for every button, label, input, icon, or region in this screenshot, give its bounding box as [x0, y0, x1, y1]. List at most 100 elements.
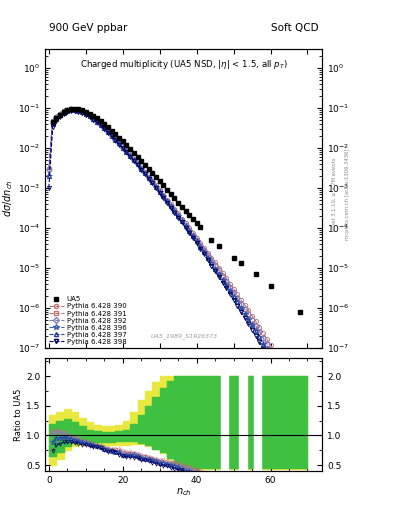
Line: Pythia 6.428 391: Pythia 6.428 391	[47, 108, 310, 419]
Pythia 6.428 390	[124, 147, 129, 154]
UA5	[109, 127, 114, 134]
Pythia 6.428 396	[54, 116, 59, 122]
Pythia 6.428 396	[305, 417, 310, 423]
Line: Pythia 6.428 392: Pythia 6.428 392	[47, 108, 310, 419]
Pythia 6.428 391	[294, 393, 299, 399]
Pythia 6.428 391	[206, 252, 210, 258]
UA5	[58, 112, 62, 118]
Pythia 6.428 392	[69, 106, 73, 113]
Pythia 6.428 397	[294, 396, 299, 402]
Pythia 6.428 390	[294, 386, 299, 392]
Pythia 6.428 391	[246, 311, 251, 317]
UA5	[198, 224, 203, 230]
UA5	[128, 146, 132, 152]
Pythia 6.428 398	[305, 425, 310, 431]
Pythia 6.428 390	[246, 307, 251, 313]
Legend: UA5, Pythia 6.428 390, Pythia 6.428 391, Pythia 6.428 392, Pythia 6.428 396, Pyt: UA5, Pythia 6.428 390, Pythia 6.428 391,…	[47, 295, 128, 346]
UA5	[165, 187, 169, 193]
UA5	[50, 119, 55, 125]
Pythia 6.428 397	[206, 255, 210, 261]
Pythia 6.428 397	[54, 116, 59, 122]
UA5	[183, 208, 188, 214]
Bar	[221, 358, 228, 471]
Pythia 6.428 396	[46, 173, 51, 179]
UA5	[98, 118, 103, 124]
Text: UA5_1989_S1926373: UA5_1989_S1926373	[150, 333, 217, 339]
Pythia 6.428 391	[54, 114, 59, 120]
UA5	[154, 174, 158, 180]
UA5	[61, 109, 66, 115]
Pythia 6.428 390	[305, 407, 310, 413]
UA5	[239, 261, 243, 267]
Pythia 6.428 396	[206, 255, 210, 261]
Line: Pythia 6.428 397: Pythia 6.428 397	[47, 108, 310, 422]
Pythia 6.428 398	[176, 215, 180, 221]
Pythia 6.428 398	[72, 108, 77, 114]
Text: Soft QCD: Soft QCD	[271, 23, 318, 33]
Pythia 6.428 392	[54, 114, 59, 120]
Pythia 6.428 396	[69, 107, 73, 113]
Pythia 6.428 390	[46, 166, 51, 172]
Pythia 6.428 398	[294, 404, 299, 411]
Line: Pythia 6.428 398: Pythia 6.428 398	[47, 109, 310, 431]
UA5	[157, 178, 162, 184]
Pythia 6.428 391	[305, 414, 310, 420]
UA5	[91, 113, 95, 119]
UA5	[172, 195, 177, 201]
Pythia 6.428 397	[305, 417, 310, 423]
Pythia 6.428 392	[176, 212, 180, 218]
UA5	[102, 121, 107, 127]
UA5	[87, 111, 92, 117]
UA5	[72, 105, 77, 112]
Line: Pythia 6.428 390: Pythia 6.428 390	[47, 107, 310, 412]
UA5	[124, 142, 129, 148]
Bar	[254, 358, 261, 471]
UA5	[298, 309, 303, 315]
UA5	[150, 169, 155, 176]
Pythia 6.428 392	[124, 148, 129, 154]
Bar	[239, 358, 246, 471]
Pythia 6.428 397	[124, 148, 129, 155]
UA5	[161, 182, 166, 188]
UA5	[54, 115, 59, 121]
Pythia 6.428 396	[294, 396, 299, 402]
UA5	[143, 162, 147, 168]
Pythia 6.428 397	[176, 213, 180, 219]
UA5	[191, 216, 195, 222]
Pythia 6.428 396	[124, 148, 129, 155]
Text: mcplots.cern.ch [arXiv:1306.3436]: mcplots.cern.ch [arXiv:1306.3436]	[345, 149, 350, 240]
UA5	[187, 212, 192, 218]
UA5	[106, 124, 110, 130]
Pythia 6.428 391	[46, 166, 51, 172]
UA5	[253, 271, 258, 278]
Pythia 6.428 398	[54, 118, 59, 124]
UA5	[95, 115, 99, 121]
Pythia 6.428 390	[176, 210, 180, 217]
Pythia 6.428 392	[46, 166, 51, 172]
Pythia 6.428 391	[124, 148, 129, 154]
UA5	[180, 204, 184, 210]
Pythia 6.428 392	[206, 252, 210, 258]
Text: Charged multiplicity (UA5 NSD, $|\eta|$ < 1.5, all $p_T$): Charged multiplicity (UA5 NSD, $|\eta|$ …	[80, 58, 288, 71]
Pythia 6.428 392	[246, 311, 251, 317]
UA5	[139, 158, 143, 164]
Pythia 6.428 398	[46, 185, 51, 191]
Pythia 6.428 392	[305, 414, 310, 420]
Line: UA5: UA5	[50, 106, 303, 314]
UA5	[113, 131, 118, 137]
UA5	[80, 107, 84, 113]
Pythia 6.428 390	[54, 114, 59, 120]
Pythia 6.428 390	[69, 106, 73, 112]
UA5	[194, 220, 199, 226]
Pythia 6.428 397	[69, 107, 73, 113]
X-axis label: $n_{ch}$: $n_{ch}$	[176, 486, 192, 498]
UA5	[217, 243, 221, 249]
UA5	[176, 200, 180, 206]
UA5	[268, 283, 273, 289]
UA5	[146, 166, 151, 172]
Pythia 6.428 398	[124, 150, 129, 156]
Y-axis label: $d\sigma/dn_{ch}$: $d\sigma/dn_{ch}$	[1, 180, 15, 217]
Text: 900 GeV ppbar: 900 GeV ppbar	[49, 23, 127, 33]
UA5	[69, 106, 73, 112]
UA5	[231, 255, 236, 261]
